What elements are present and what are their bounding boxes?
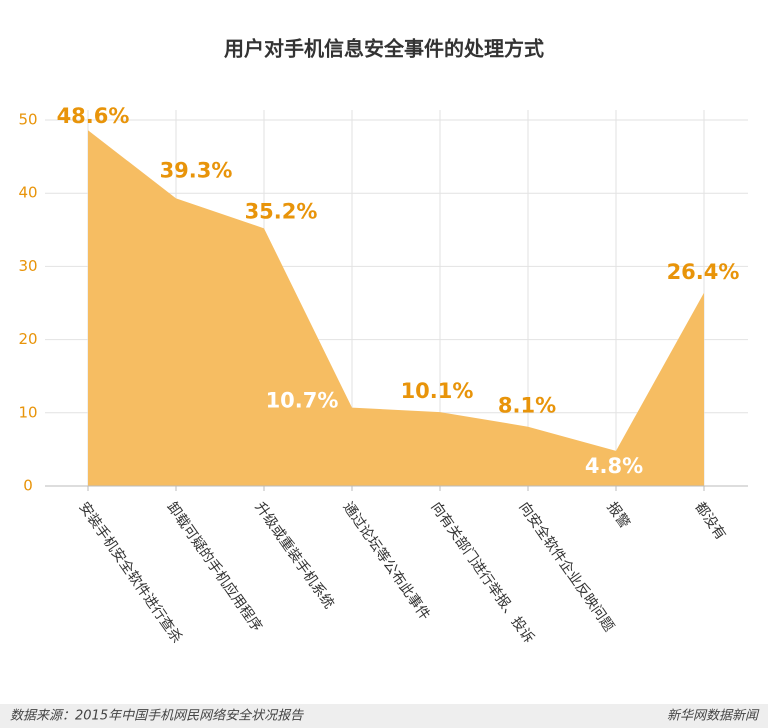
- x-tick-label: 通过论坛等公布此事件: [339, 499, 433, 623]
- value-label: 10.1%: [401, 379, 474, 403]
- chart-title: 用户对手机信息安全事件的处理方式: [224, 37, 544, 61]
- value-label: 10.7%: [266, 389, 339, 413]
- y-tick-label: 40: [18, 184, 37, 202]
- x-tick-label: 安装手机安全软件进行查杀: [75, 499, 185, 646]
- x-tick-label: 报警: [603, 499, 632, 531]
- value-label: 8.1%: [498, 394, 556, 418]
- value-label: 4.8%: [585, 454, 643, 478]
- value-label: 35.2%: [245, 199, 318, 223]
- source: 数据来源：2015年中国手机网民网络安全状况报告: [10, 708, 304, 724]
- y-tick-label: 0: [23, 477, 33, 495]
- x-tick-label: 向有关部门进行举报、投诉: [427, 499, 536, 646]
- area: [88, 130, 704, 487]
- y-tick-label: 20: [18, 330, 37, 348]
- value-label: 48.6%: [57, 104, 130, 128]
- brand: 新华网数据新闻: [667, 709, 760, 724]
- y-tick-label: 50: [18, 111, 37, 129]
- x-tick-label: 卸载可疑的手机应用程序: [163, 499, 265, 635]
- value-label: 39.3%: [160, 158, 233, 182]
- y-tick-label: 10: [18, 403, 37, 421]
- x-tick-label: 都没有: [691, 499, 728, 543]
- value-label: 26.4%: [667, 260, 740, 284]
- x-tick-label: 升级或重装手机系统: [251, 499, 336, 611]
- y-tick-label: 30: [18, 257, 37, 275]
- x-tick-label: 向安全软件企业反映问题: [515, 499, 617, 635]
- footer-band: [0, 704, 768, 728]
